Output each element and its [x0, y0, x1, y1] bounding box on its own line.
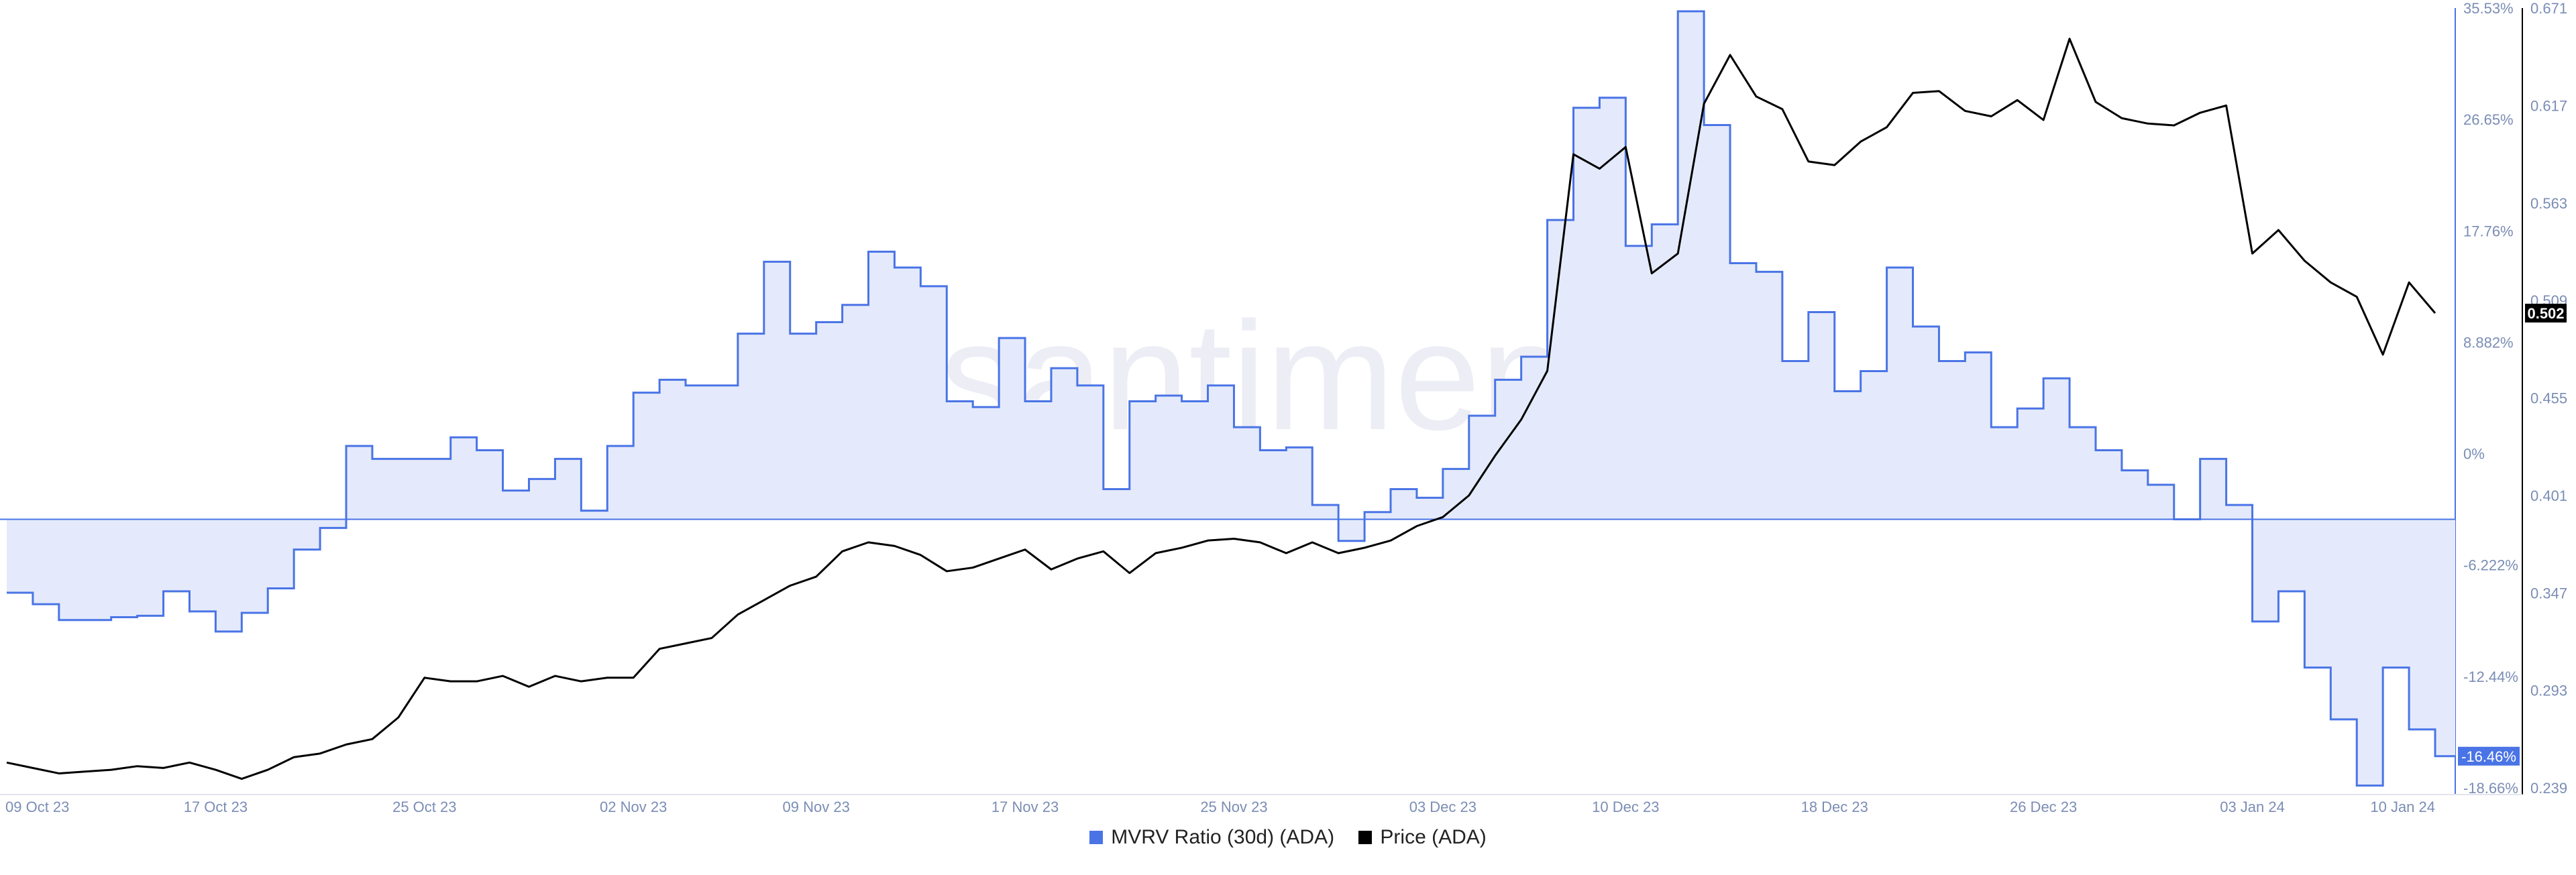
x-tick-label: 17 Nov 23 — [991, 799, 1059, 815]
legend: MVRV Ratio (30d) (ADA) Price (ADA) — [0, 826, 2576, 850]
right-tick-label: 0.239 — [2530, 780, 2567, 797]
right-tick-label: 0.401 — [2530, 487, 2567, 504]
price-line — [6, 38, 2436, 780]
x-tick-label: 17 Oct 23 — [184, 799, 248, 815]
x-tick-label: 25 Nov 23 — [1200, 799, 1267, 815]
left-tick-label: 26.65% — [2463, 111, 2514, 128]
x-tick-label: 03 Jan 24 — [2220, 799, 2285, 815]
mvrv-current-label: -16.46% — [2461, 748, 2516, 765]
x-tick-label: 10 Dec 23 — [1592, 799, 1659, 815]
left-tick-label: -18.66% — [2463, 780, 2518, 797]
price-current-label: 0.502 — [2527, 305, 2564, 322]
x-tick-label: 18 Dec 23 — [1801, 799, 1868, 815]
legend-item-price[interactable]: Price (ADA) — [1358, 826, 1487, 849]
right-tick-label: 0.563 — [2530, 195, 2567, 212]
price-current-badge — [2525, 303, 2567, 323]
x-tick-label: 26 Dec 23 — [2010, 799, 2077, 815]
legend-swatch-mvrv — [1089, 831, 1104, 844]
legend-swatch-price — [1358, 831, 1373, 844]
mvrv-area — [7, 11, 2455, 786]
x-tick-label: 03 Dec 23 — [1409, 799, 1477, 815]
x-tick-label: 09 Nov 23 — [783, 799, 850, 815]
legend-item-mvrv[interactable]: MVRV Ratio (30d) (ADA) — [1089, 826, 1334, 849]
left-tick-label: 0% — [2463, 446, 2485, 463]
x-tick-label: 10 Jan 24 — [2370, 799, 2435, 815]
right-tick-label: 0.293 — [2530, 683, 2567, 699]
left-tick-label: 8.882% — [2463, 334, 2514, 351]
right-tick-label: 0.347 — [2530, 585, 2567, 601]
left-tick-label: -6.222% — [2463, 557, 2518, 574]
legend-label-mvrv: MVRV Ratio (30d) (ADA) — [1111, 826, 1335, 848]
right-tick-label: 0.455 — [2530, 390, 2567, 407]
legend-label-price: Price (ADA) — [1380, 826, 1487, 848]
mvrv-line — [7, 10, 2455, 787]
left-tick-label: 17.76% — [2463, 223, 2514, 239]
x-tick-label: 09 Oct 23 — [5, 799, 69, 815]
x-tick-label: 25 Oct 23 — [392, 799, 456, 815]
left-tick-label: -12.44% — [2463, 668, 2518, 685]
x-tick-label: 02 Nov 23 — [600, 799, 667, 815]
right-tick-label: 0.617 — [2530, 97, 2567, 114]
right-tick-label: 0.671 — [2530, 0, 2567, 17]
mvrv-current-badge — [2458, 746, 2520, 766]
left-tick-label: 35.53% — [2463, 0, 2514, 17]
